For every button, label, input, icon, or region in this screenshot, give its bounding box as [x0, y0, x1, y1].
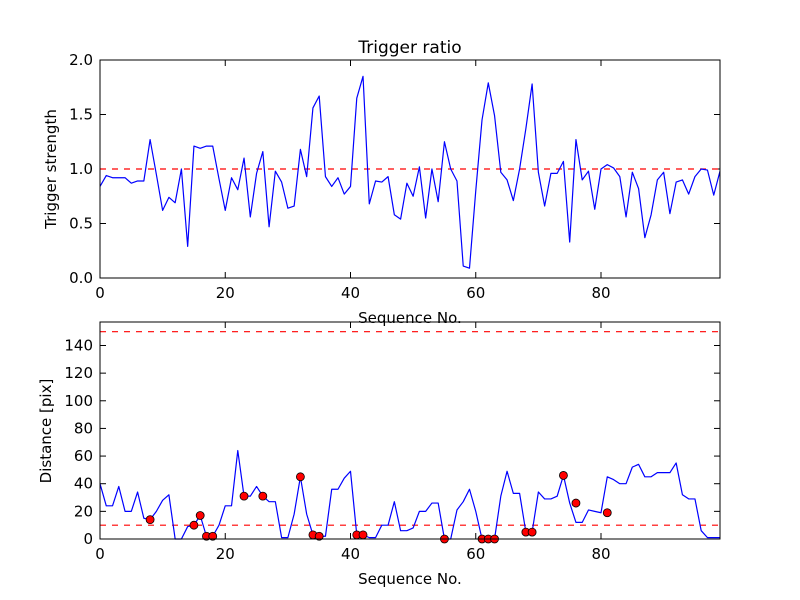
bottom-y-tick-label: 0	[83, 530, 93, 548]
top-y-tick-label: 1.5	[69, 106, 93, 124]
bottom-y-tick-label: 100	[64, 392, 93, 410]
top-x-ticks: 0 20 40 60 80	[95, 60, 611, 302]
bottom-flagged-point	[602, 508, 612, 518]
top-y-tick-label: 2.0	[69, 51, 93, 69]
bottom-flagged-point	[258, 491, 268, 501]
bottom-flagged-point	[145, 515, 155, 525]
top-y-tick-label: 0.0	[69, 269, 93, 287]
bottom-series-line	[99, 449, 720, 540]
bottom-x-tick-label: 20	[216, 545, 235, 563]
bottom-x-tick-label: 0	[95, 545, 105, 563]
bottom-y-tick-label: 40	[74, 475, 93, 493]
top-chart-title: Trigger ratio	[357, 38, 461, 58]
bottom-flagged-point	[296, 472, 305, 482]
top-axes-frame	[99, 59, 721, 279]
bottom-y-axis-label: Distance [pix]	[37, 379, 55, 484]
bottom-x-tick-label: 80	[591, 545, 610, 563]
bottom-flagged-point	[189, 520, 199, 530]
top-x-axis-label: Sequence No.	[358, 309, 462, 327]
top-x-tick-label: 40	[341, 284, 360, 302]
bottom-axes-frame	[99, 321, 721, 540]
bottom-y-tick-label: 120	[64, 364, 93, 382]
bottom-plot-area	[99, 331, 720, 544]
bottom-y-ticks: 0 20 40 60 80 100 120 140	[64, 336, 720, 548]
top-x-tick-label: 60	[466, 284, 485, 302]
bottom-subplot: Distance [pix] Sequence No. 0 20 40 60 80 0 2…	[37, 321, 721, 588]
bottom-flagged-point	[195, 511, 205, 520]
bottom-x-tick-label: 40	[341, 545, 360, 563]
bottom-flagged-point	[208, 531, 218, 541]
bottom-x-tick-label: 60	[466, 545, 485, 563]
bottom-y-tick-label: 60	[74, 447, 93, 465]
top-x-tick-label: 20	[216, 284, 235, 302]
top-plot-area	[99, 75, 721, 269]
bottom-y-tick-label: 140	[64, 336, 93, 354]
bottom-y-tick-label: 80	[74, 419, 93, 437]
bottom-flagged-point	[314, 531, 324, 541]
bottom-y-tick-label: 20	[74, 502, 93, 520]
top-subplot: Trigger ratio Trigger strength Sequence …	[42, 38, 721, 327]
bottom-flagged-point	[571, 498, 581, 508]
top-series-line	[99, 75, 721, 269]
bottom-x-axis-label: Sequence No.	[358, 570, 462, 588]
top-y-tick-label: 1.0	[69, 160, 93, 178]
top-x-tick-label: 0	[95, 284, 105, 302]
bottom-flagged-point	[559, 471, 568, 480]
top-y-tick-label: 0.5	[69, 215, 93, 233]
bottom-x-ticks: 0 20 40 60 80	[95, 322, 611, 563]
top-x-tick-label: 80	[591, 284, 610, 302]
top-y-axis-label: Trigger strength	[42, 109, 60, 230]
bottom-flagged-point	[239, 491, 249, 501]
bottom-flagged-point	[358, 530, 368, 540]
top-y-ticks: 0.0 0.5 1.0 1.5 2.0	[69, 51, 720, 287]
bottom-flagged-point	[527, 527, 537, 537]
